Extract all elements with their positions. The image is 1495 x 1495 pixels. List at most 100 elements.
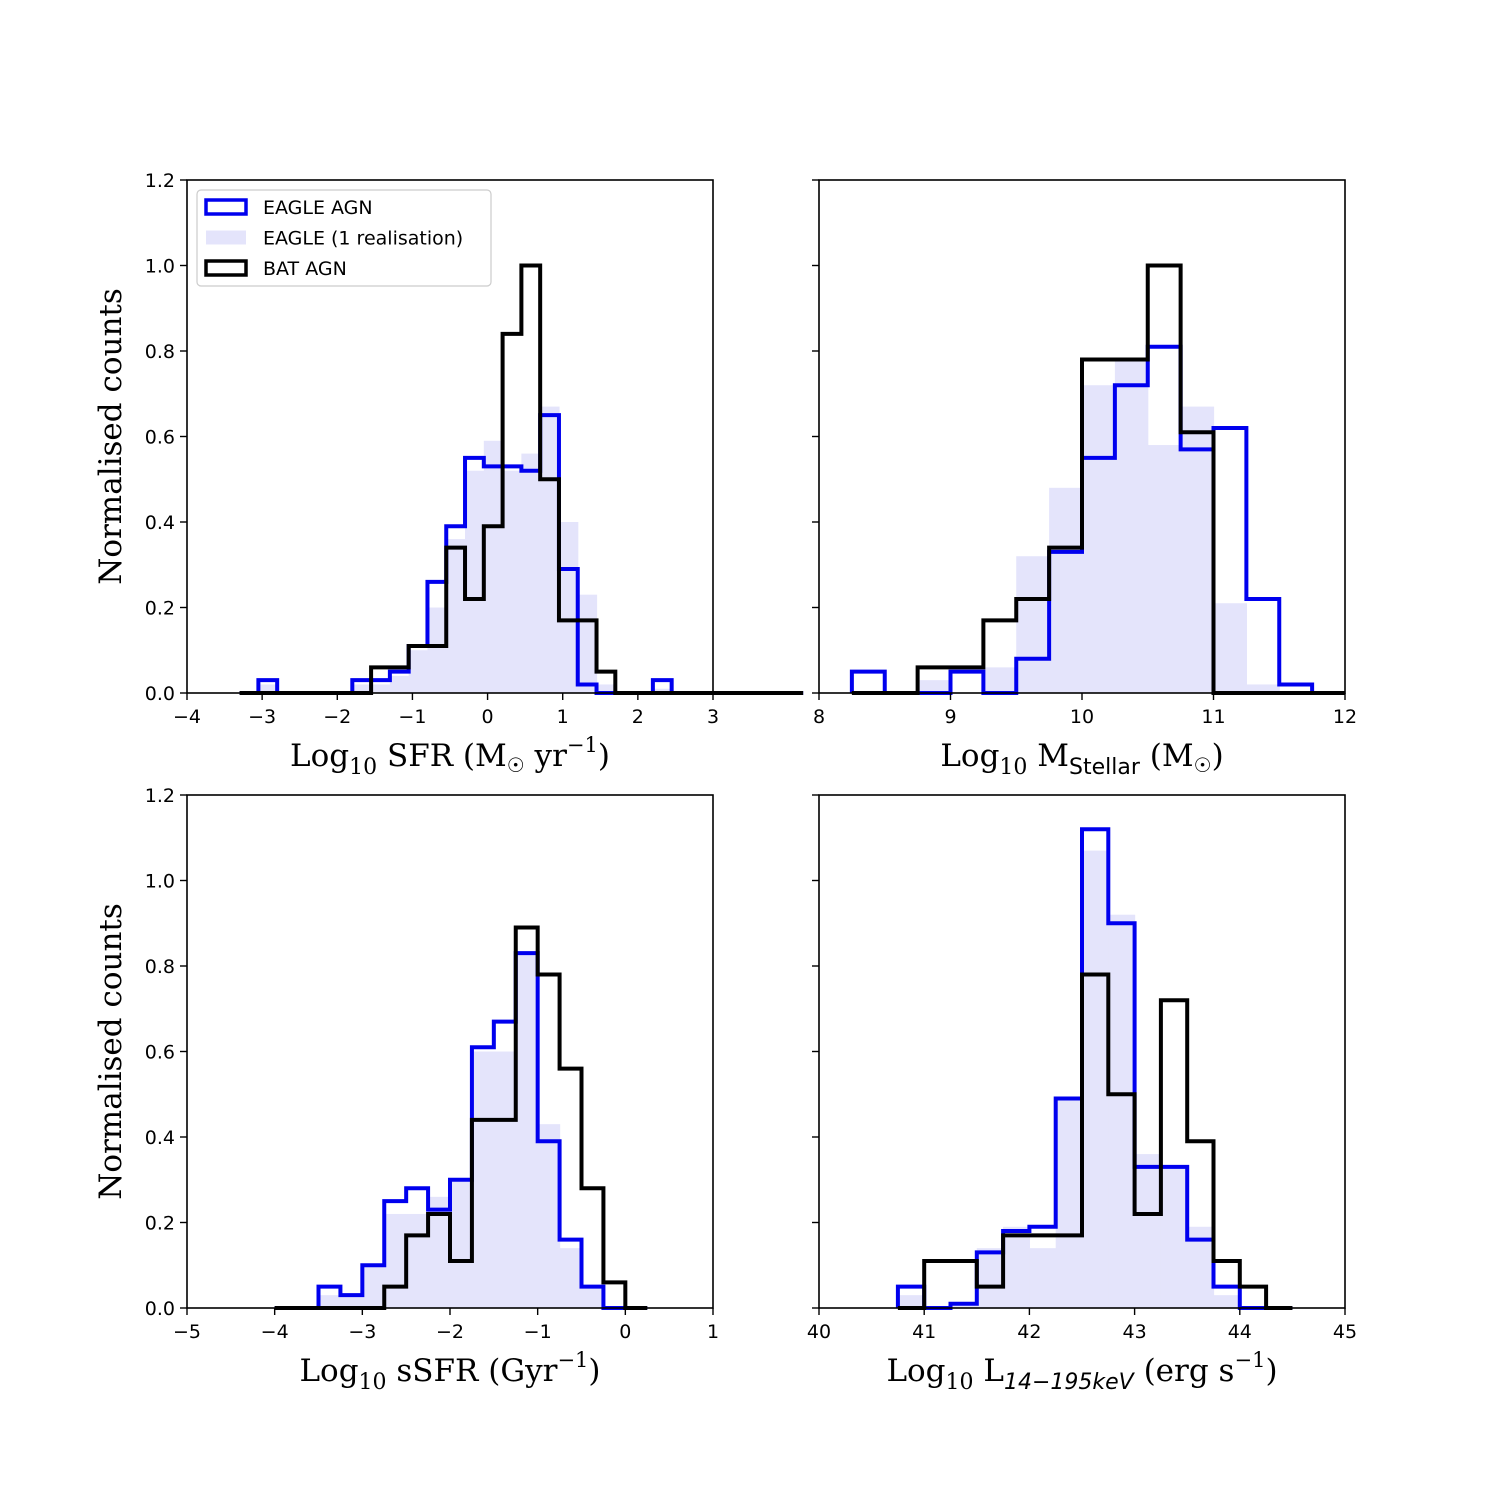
bar <box>540 406 560 693</box>
legend-label: EAGLE (1 realisation) <box>263 228 463 250</box>
bar <box>652 688 673 693</box>
series-eagle-realisation <box>917 359 1280 693</box>
x-tick-label: 42 <box>1017 1321 1041 1343</box>
y-tick-label: 0.8 <box>145 341 175 363</box>
legend: EAGLE AGN EAGLE (1 realisation) BAT AGN <box>196 189 492 287</box>
x-tick-label: 12 <box>1333 706 1357 728</box>
bar <box>465 470 485 693</box>
legend-label: EAGLE AGN <box>263 197 373 219</box>
bar <box>502 470 522 693</box>
series-eagle-realisation <box>258 406 673 693</box>
y-tick-label: 1.2 <box>145 785 175 807</box>
bar <box>1082 385 1116 693</box>
y-tick-label: 1.0 <box>145 256 175 278</box>
bar <box>1055 1098 1083 1308</box>
bar <box>1003 1226 1030 1308</box>
x-tick-label: −1 <box>524 1321 552 1343</box>
series-eagle-realisation <box>318 953 605 1308</box>
y-tick-label: 0.0 <box>145 1298 175 1320</box>
bar <box>950 1303 978 1308</box>
legend-swatch-outline <box>204 198 248 216</box>
x-axis-label: Log10 MStellar (M☉) <box>940 738 1223 780</box>
x-axis-label: Log10 sSFR (Gyr−1) <box>299 1348 600 1395</box>
legend-swatch-outline <box>204 259 248 277</box>
x-tick-label: −3 <box>348 1321 376 1343</box>
bar <box>428 1196 451 1308</box>
bar <box>352 684 372 693</box>
bar <box>917 680 952 693</box>
bar <box>515 953 539 1308</box>
bar <box>521 453 541 693</box>
x-tick-label: 44 <box>1228 1321 1252 1343</box>
x-tick-label: −3 <box>248 706 276 728</box>
bar <box>493 1051 517 1308</box>
x-tick-label: −2 <box>436 1321 464 1343</box>
bar <box>446 539 466 693</box>
bar <box>1134 1154 1162 1308</box>
y-axis-label: Normalised counts <box>93 288 129 585</box>
x-tick-label: 0 <box>482 706 494 728</box>
bar <box>1082 850 1109 1308</box>
x-tick-label: −2 <box>323 706 351 728</box>
x-tick-label: 1 <box>557 706 569 728</box>
bar <box>537 1124 561 1308</box>
y-tick-label: 0.6 <box>145 1042 175 1064</box>
bar <box>983 667 1017 693</box>
x-axis-label: Log10 L14−195keV (erg s−1) <box>886 1348 1277 1395</box>
x-tick-label: 1 <box>707 1321 719 1343</box>
series-eagle-realisation <box>897 850 1241 1308</box>
x-tick-label: 43 <box>1123 1321 1147 1343</box>
bar <box>976 1248 1004 1308</box>
y-tick-label: 0.6 <box>145 427 175 449</box>
bar <box>371 684 391 693</box>
x-tick-label: −4 <box>173 706 201 728</box>
x-tick-label: 40 <box>807 1321 831 1343</box>
x-tick-label: 41 <box>912 1321 936 1343</box>
bar <box>258 684 278 693</box>
bar <box>1213 603 1247 693</box>
bar <box>408 650 429 693</box>
bar <box>1246 684 1280 693</box>
bar <box>318 1295 342 1308</box>
bar <box>1180 406 1215 693</box>
bar <box>450 1179 473 1308</box>
bar <box>406 1213 429 1308</box>
x-tick-label: 9 <box>944 706 956 728</box>
bar <box>1147 445 1182 693</box>
y-tick-label: 1.0 <box>145 871 175 893</box>
y-tick-label: 0.4 <box>145 512 175 534</box>
bar <box>340 1295 363 1308</box>
bar <box>559 1248 583 1308</box>
x-tick-label: 2 <box>632 706 644 728</box>
bar <box>596 684 616 693</box>
legend-box <box>196 189 492 287</box>
bar <box>581 1286 605 1308</box>
bar <box>471 1051 495 1308</box>
x-tick-label: −1 <box>398 706 426 728</box>
x-tick-label: −5 <box>173 1321 201 1343</box>
x-tick-label: −4 <box>261 1321 289 1343</box>
bar <box>483 440 504 693</box>
x-tick-label: 3 <box>707 706 719 728</box>
bar <box>362 1265 385 1308</box>
bar <box>384 1213 407 1308</box>
bar <box>1029 1248 1057 1308</box>
y-axis-label: Normalised counts <box>93 903 129 1200</box>
x-axis-label: Log10 SFR (M☉ yr−1) <box>290 733 610 780</box>
x-tick-label: 8 <box>813 706 825 728</box>
panel-top-right: 8 9 10 11 12 Log10 MStellar (M☉) <box>812 179 1357 780</box>
bar <box>1049 487 1083 693</box>
y-tick-label: 1.2 <box>145 170 175 192</box>
bar <box>1213 1295 1241 1308</box>
bar <box>577 594 598 693</box>
series-eagle-agn-step <box>274 951 648 1310</box>
y-tick-label: 0.0 <box>145 683 175 705</box>
y-tick-label: 0.8 <box>145 956 175 978</box>
bar <box>897 1295 925 1308</box>
y-tick-label: 0.2 <box>145 1213 175 1235</box>
panel-bottom-right: 40 41 42 43 44 45 Log10 L14−195keV (erg s−1) <box>807 794 1357 1395</box>
bar <box>1114 359 1149 693</box>
y-tick-label: 0.4 <box>145 1127 175 1149</box>
x-tick-label: 10 <box>1070 706 1094 728</box>
